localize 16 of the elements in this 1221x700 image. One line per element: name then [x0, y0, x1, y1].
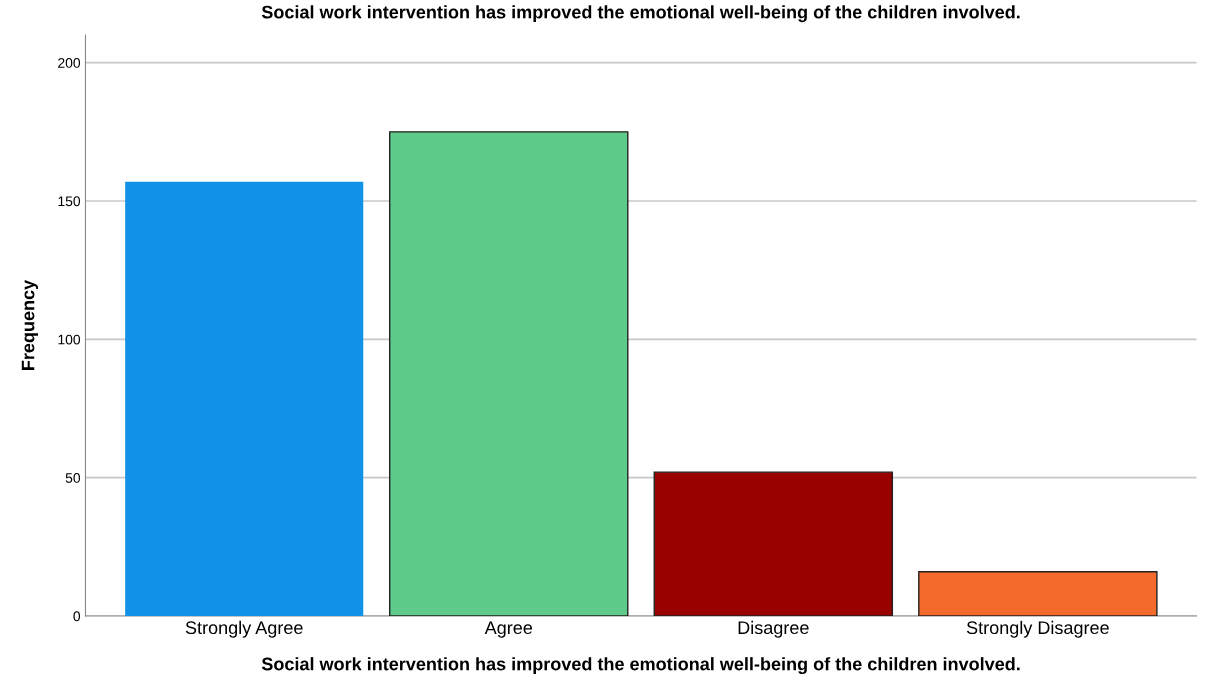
bar [653, 471, 894, 616]
y-tick-label: 100 [58, 334, 81, 345]
x-tick-label: Strongly Disagree [966, 620, 1109, 638]
x-axis-title: Social work intervention has improved the emotional well-being of the children involved. [261, 657, 1020, 675]
y-tick-label: 200 [58, 58, 81, 68]
y-tick-label: 50 [65, 473, 81, 483]
x-tick-label: Strongly Agree [185, 620, 303, 638]
x-tick-label: Disagree [738, 620, 809, 638]
bar [389, 131, 629, 616]
bar [918, 571, 1158, 616]
chart-title: Social work intervention has improved the emotional well-being of the children involved. [261, 5, 1020, 23]
bar [125, 181, 364, 616]
x-tick-label: Agree [484, 621, 533, 638]
y-tick-label: 150 [58, 196, 81, 207]
y-axis-title: Frequency [21, 279, 38, 370]
y-tick-label: 0 [73, 611, 81, 622]
